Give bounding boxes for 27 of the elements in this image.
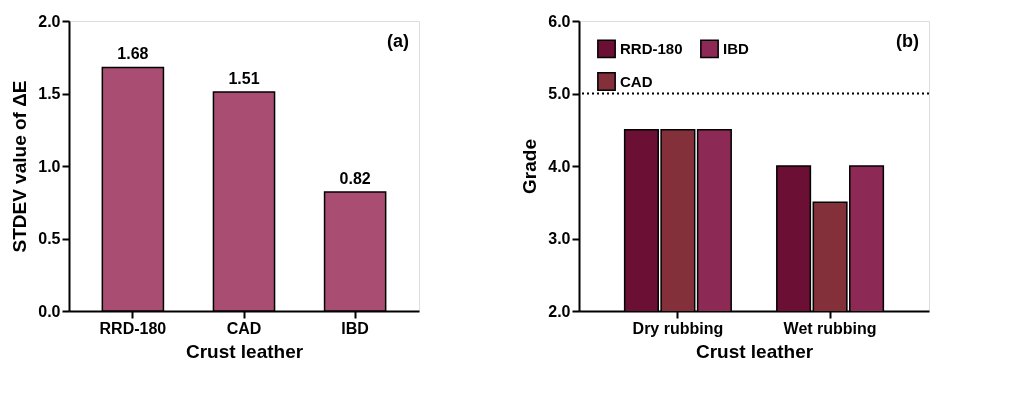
y-tick-label: 0.0 [38,302,61,320]
y-tick-label: 2.0 [548,302,571,320]
y-tick-label: 1.5 [38,85,61,102]
data-label: 1.51 [228,70,260,88]
x-tick-label: IBD [341,319,369,337]
legend-label: CAD [620,72,653,90]
y-tick-label: 3.0 [548,230,571,247]
y-tick-label: 6.0 [548,12,571,30]
x-axis-title: Crust leather [185,340,304,362]
y-tick-label: 4.0 [548,157,571,175]
x-axis-title: Crust leather [695,340,814,362]
data-label: 0.82 [339,170,371,188]
y-tick-label: 5.0 [548,85,571,102]
y-tick-label: 1.0 [38,157,61,175]
y-tick-label: 2.0 [38,12,61,30]
x-tick-label: Wet rubbing [783,319,877,337]
data-label: 1.68 [117,45,149,63]
legend-label: RRD-180 [620,39,683,57]
annotation: (b) [896,31,919,51]
x-tick-label: CAD [226,319,262,337]
x-tick-label: RRD-180 [99,319,167,337]
legend-label: IBD [723,39,749,57]
y-axis-title: Grade [519,139,541,194]
x-tick-label: Dry rubbing [632,319,724,337]
y-tick-label: 0.5 [38,230,61,247]
annotation: (a) [387,31,409,51]
y-axis-title: STDEV value of ΔE [9,80,31,253]
